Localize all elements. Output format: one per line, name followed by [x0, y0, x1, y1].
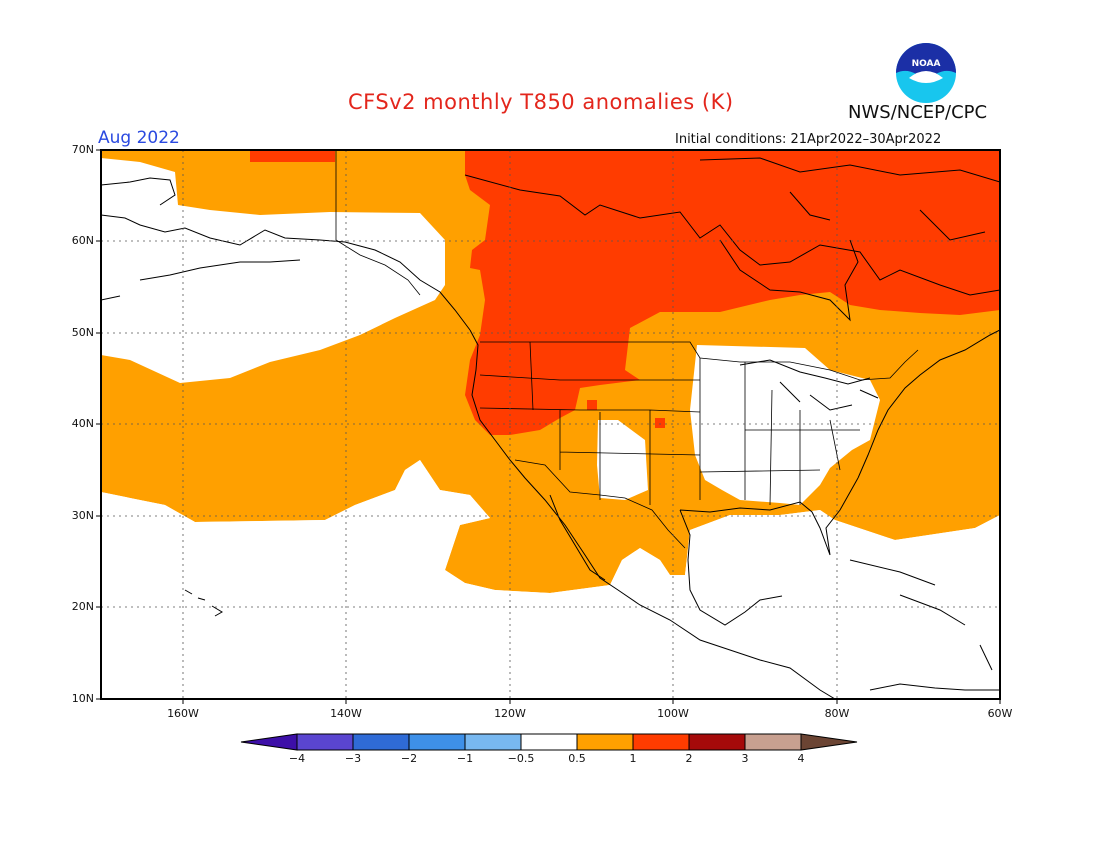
political-borders — [335, 150, 919, 549]
lat-label-50n: 50N — [71, 326, 94, 339]
lat-label-60n: 60N — [71, 234, 94, 247]
colorbar-swatch-1 — [296, 733, 354, 751]
near-zero-east-region — [690, 345, 880, 505]
colorbar-swatch-4 — [464, 733, 522, 751]
valid-month-label: Aug 2022 — [98, 128, 180, 148]
colorbar-label: −2 — [400, 752, 418, 765]
colorbar-label: −4 — [288, 752, 306, 765]
colorbar-swatch-6 — [576, 733, 634, 751]
colorbar-label: 3 — [741, 752, 749, 765]
colorbar-label: 2 — [685, 752, 693, 765]
lat-label-70n: 70N — [71, 143, 94, 156]
lat-label-40n: 40N — [71, 417, 94, 430]
colorbar-swatch-9 — [744, 733, 802, 751]
hudson-bay-coastline — [719, 239, 859, 322]
colorbar-swatch-5 — [520, 733, 578, 751]
lon-label-120w: 120W — [494, 707, 526, 720]
colorbar-swatch-8 — [688, 733, 746, 751]
colorbar-label: −1 — [456, 752, 474, 765]
colorbar-swatch-2 — [352, 733, 410, 751]
lat-label-20n: 20N — [71, 600, 94, 613]
baja-coastline — [549, 494, 606, 581]
colorbar-swatch-3 — [408, 733, 466, 751]
canada-arctic-coastline — [464, 157, 1000, 296]
lon-label-60w: 60W — [987, 707, 1013, 720]
lon-label-100w: 100W — [657, 707, 689, 720]
us-east-coastline — [857, 329, 1000, 479]
anomaly-one-to-two-region — [465, 150, 1000, 435]
noaa-logo-text: NOAA — [912, 59, 941, 69]
us-canada-border — [480, 341, 919, 381]
noaa-logo-icon: NOAA — [896, 43, 956, 103]
colorbar-label: −3 — [344, 752, 362, 765]
axis-ticks — [96, 149, 1001, 704]
anomaly-one-to-two-small-patch — [587, 400, 597, 410]
initial-conditions-label: Initial conditions: 21Apr2022–30Apr2022 — [675, 132, 942, 147]
anomaly-one-to-two-arctic-patch — [250, 150, 335, 162]
colorbar-swatch-0 — [240, 733, 298, 751]
agency-label: NWS/NCEP/CPC — [848, 102, 988, 123]
near-zero-pacific-region — [101, 158, 445, 383]
coastlines — [101, 157, 1000, 699]
lon-label-160w: 160W — [167, 707, 199, 720]
us-state-lines — [479, 341, 860, 506]
gulf-coastline — [679, 477, 859, 626]
lon-label-80w: 80W — [824, 707, 850, 720]
anomaly-one-to-two-small-patch-2 — [655, 418, 665, 428]
alaska-coastline — [101, 177, 471, 331]
map-title: CFSv2 monthly T850 anomalies (K) — [348, 90, 734, 114]
caribbean-islands — [849, 559, 1000, 691]
graticule — [101, 150, 1000, 699]
lat-label-10n: 10N — [71, 692, 94, 705]
hawaii-islands — [184, 589, 223, 617]
colorbar-label: 0.5 — [568, 752, 586, 765]
near-zero-gulf-region — [101, 460, 1000, 699]
colorbar-swatch-10 — [800, 733, 858, 751]
alaska-canada-border — [335, 150, 421, 296]
colorbar-label: 4 — [797, 752, 805, 765]
lon-label-140w: 140W — [330, 707, 362, 720]
near-zero-southwest-region — [597, 420, 648, 500]
colorbar-label: 1 — [629, 752, 637, 765]
lat-label-30n: 30N — [71, 509, 94, 522]
anomaly-field — [101, 150, 1000, 699]
us-mexico-border — [514, 459, 686, 549]
us-west-coastline — [469, 329, 836, 699]
colorbar-label: −0.5 — [507, 752, 535, 765]
colorbar-swatch-7 — [632, 733, 690, 751]
great-lakes-outline — [739, 359, 879, 411]
colorbar — [240, 733, 858, 751]
